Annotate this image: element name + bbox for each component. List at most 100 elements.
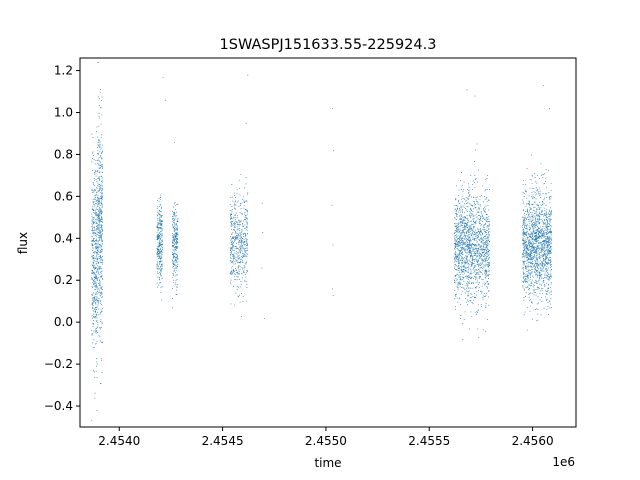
data-point: [529, 254, 531, 256]
data-point: [157, 245, 159, 247]
data-point: [91, 226, 93, 228]
data-point: [232, 262, 234, 264]
data-point: [158, 212, 160, 214]
data-point: [469, 273, 471, 274]
data-point: [474, 222, 476, 223]
data-point: [97, 158, 99, 160]
data-point: [91, 230, 93, 232]
data-point: [487, 255, 488, 257]
data-point: [231, 229, 232, 231]
data-point: [175, 256, 177, 258]
data-point: [174, 222, 176, 224]
data-point: [478, 215, 479, 216]
data-point: [475, 245, 477, 247]
data-point: [468, 268, 469, 270]
data-point: [528, 248, 530, 250]
data-point: [536, 263, 538, 265]
data-point: [539, 236, 540, 237]
data-point: [480, 245, 482, 247]
data-point: [459, 232, 461, 234]
data-point: [474, 187, 476, 188]
data-point: [534, 254, 535, 255]
data-point: [547, 258, 549, 260]
data-point: [458, 245, 460, 247]
data-point: [97, 200, 99, 202]
data-point: [532, 269, 534, 271]
data-point: [176, 289, 178, 291]
data-point: [481, 231, 482, 233]
data-point: [488, 225, 490, 226]
data-point: [100, 198, 102, 199]
data-point: [469, 300, 471, 301]
data-point: [464, 267, 466, 269]
data-point: [527, 216, 529, 218]
data-point: [476, 232, 478, 233]
data-point: [485, 238, 486, 240]
data-point: [242, 257, 244, 258]
data-point: [543, 231, 544, 233]
data-point: [539, 257, 540, 258]
data-point: [476, 256, 478, 257]
data-point: [100, 213, 102, 215]
data-point: [545, 223, 546, 225]
data-point: [550, 276, 552, 277]
data-point: [101, 231, 103, 233]
data-point: [471, 234, 473, 236]
data-point: [488, 262, 490, 263]
data-point: [468, 237, 470, 239]
data-point: [461, 263, 463, 265]
data-point: [526, 247, 528, 249]
data-point: [476, 241, 478, 243]
data-point: [535, 258, 537, 260]
data-point: [93, 316, 95, 318]
data-point: [522, 233, 524, 234]
data-point: [472, 213, 473, 215]
data-point: [100, 276, 102, 277]
data-point: [242, 252, 243, 254]
data-point: [455, 257, 456, 259]
data-point: [523, 263, 525, 265]
data-point: [535, 266, 537, 268]
data-point: [96, 248, 97, 249]
data-point: [96, 250, 98, 252]
data-point: [522, 243, 524, 245]
data-point: [535, 272, 536, 274]
data-point: [97, 160, 98, 161]
data-point: [523, 233, 525, 235]
data-point: [234, 246, 236, 247]
data-point: [100, 220, 102, 222]
data-point: [242, 262, 244, 263]
data-point: [96, 301, 98, 303]
data-point: [92, 282, 94, 283]
data-point: [465, 231, 467, 233]
data-point: [241, 267, 243, 268]
data-point: [175, 250, 177, 252]
data-point: [93, 223, 94, 225]
data-point: [461, 225, 463, 226]
data-point: [526, 268, 528, 270]
data-point: [94, 346, 95, 348]
data-point: [542, 270, 544, 272]
data-point: [95, 210, 96, 212]
data-point: [100, 187, 102, 189]
data-point: [176, 242, 178, 244]
data-point: [539, 254, 540, 255]
data-point: [97, 291, 99, 293]
data-point: [243, 242, 244, 244]
data-point: [463, 227, 464, 229]
data-point: [91, 334, 93, 336]
data-point: [469, 242, 470, 244]
data-point: [525, 241, 527, 242]
data-point: [473, 228, 475, 230]
data-point: [531, 269, 532, 270]
data-point: [482, 248, 484, 250]
data-point: [525, 266, 527, 268]
data-point: [460, 253, 462, 255]
data-point: [523, 277, 525, 279]
data-point: [531, 249, 533, 251]
data-point: [95, 263, 97, 265]
data-point: [98, 190, 99, 192]
data-point: [98, 246, 100, 248]
data-point: [464, 219, 466, 221]
data-point: [538, 243, 539, 244]
